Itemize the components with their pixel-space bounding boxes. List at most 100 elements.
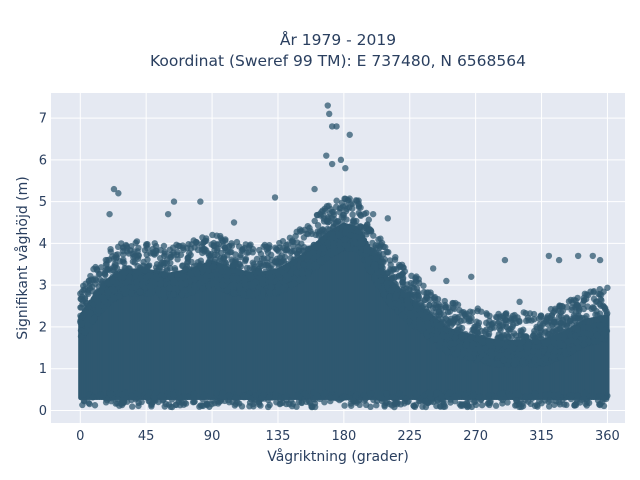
data-point bbox=[230, 262, 237, 269]
data-point bbox=[174, 271, 181, 278]
data-point bbox=[423, 308, 431, 316]
data-point bbox=[492, 313, 500, 321]
data-point bbox=[232, 394, 239, 402]
data-point bbox=[77, 304, 85, 311]
data-point bbox=[160, 242, 168, 250]
data-points bbox=[77, 102, 611, 411]
data-point bbox=[284, 241, 291, 248]
data-point-outlier bbox=[443, 277, 450, 285]
data-point bbox=[590, 295, 598, 303]
data-point bbox=[126, 273, 133, 281]
data-point bbox=[374, 278, 382, 286]
x-tick-label: 45 bbox=[138, 429, 155, 444]
data-point bbox=[597, 295, 604, 303]
data-point bbox=[399, 278, 406, 286]
data-point bbox=[436, 308, 443, 315]
data-point bbox=[573, 339, 580, 346]
data-point bbox=[205, 252, 213, 259]
data-point bbox=[525, 317, 532, 324]
data-point bbox=[293, 269, 301, 276]
data-point bbox=[154, 286, 162, 293]
data-point bbox=[516, 317, 523, 325]
data-point bbox=[556, 313, 563, 320]
data-point bbox=[321, 230, 329, 237]
data-point bbox=[492, 402, 500, 409]
data-point bbox=[389, 394, 396, 401]
data-point bbox=[551, 348, 559, 355]
data-point bbox=[365, 257, 373, 265]
data-point bbox=[180, 246, 187, 253]
data-point bbox=[321, 399, 328, 406]
data-point bbox=[385, 248, 392, 256]
data-point bbox=[103, 396, 111, 404]
y-axis-label: Signifikant våghöjd (m) bbox=[14, 176, 31, 339]
data-point bbox=[266, 288, 273, 296]
data-point bbox=[462, 342, 470, 349]
data-point bbox=[511, 311, 518, 319]
data-point bbox=[580, 294, 588, 302]
data-point bbox=[80, 328, 88, 336]
data-point bbox=[166, 284, 173, 292]
data-point bbox=[394, 285, 401, 292]
data-point-outlier bbox=[545, 252, 553, 260]
data-point bbox=[143, 251, 150, 258]
data-point bbox=[131, 248, 138, 255]
data-point bbox=[596, 401, 603, 408]
data-point-outlier bbox=[324, 102, 331, 109]
data-point bbox=[324, 239, 331, 247]
data-point bbox=[190, 263, 198, 270]
data-point bbox=[289, 400, 297, 408]
data-point bbox=[459, 350, 467, 357]
data-point bbox=[182, 265, 189, 273]
data-point bbox=[308, 402, 315, 410]
data-point bbox=[454, 326, 461, 333]
data-point bbox=[552, 397, 560, 405]
data-point bbox=[278, 258, 286, 265]
data-point bbox=[199, 285, 206, 292]
data-point bbox=[247, 395, 255, 403]
x-tick-label: 360 bbox=[595, 429, 620, 444]
data-point-outlier bbox=[326, 110, 333, 118]
data-point bbox=[101, 269, 109, 276]
x-tick-label: 90 bbox=[204, 429, 221, 444]
data-point bbox=[131, 252, 138, 260]
data-point bbox=[362, 401, 370, 409]
data-point bbox=[561, 328, 568, 335]
data-point bbox=[392, 294, 399, 301]
data-point bbox=[255, 246, 263, 254]
data-point bbox=[584, 330, 591, 337]
data-point bbox=[318, 235, 325, 243]
data-point bbox=[249, 265, 256, 273]
data-point bbox=[222, 236, 229, 243]
data-point bbox=[363, 209, 370, 217]
data-point bbox=[333, 219, 340, 226]
data-point bbox=[500, 356, 507, 364]
data-point bbox=[210, 263, 217, 270]
data-point-outlier bbox=[468, 273, 475, 280]
y-tick-label: 3 bbox=[39, 279, 47, 294]
data-point bbox=[109, 286, 116, 293]
data-point bbox=[488, 352, 495, 359]
data-point-outlier bbox=[384, 215, 391, 222]
data-point bbox=[321, 389, 329, 397]
data-point bbox=[281, 253, 289, 261]
data-point bbox=[558, 302, 566, 310]
data-point bbox=[184, 254, 191, 261]
data-point bbox=[259, 276, 266, 284]
chart-subtitle: Koordinat (Sweref 99 TM): E 737480, N 65… bbox=[150, 52, 526, 70]
y-tick-label: 4 bbox=[39, 237, 47, 252]
data-point bbox=[547, 344, 554, 352]
data-point bbox=[95, 283, 103, 290]
data-point bbox=[499, 321, 507, 329]
data-point-outlier bbox=[501, 256, 509, 264]
data-point bbox=[179, 274, 186, 281]
data-point bbox=[474, 329, 482, 336]
data-point bbox=[313, 242, 321, 249]
data-point bbox=[194, 246, 202, 254]
data-point bbox=[341, 402, 348, 409]
data-point bbox=[104, 257, 111, 264]
data-point bbox=[114, 251, 121, 258]
data-point bbox=[123, 244, 131, 252]
data-point bbox=[89, 394, 96, 401]
data-point bbox=[409, 284, 416, 291]
